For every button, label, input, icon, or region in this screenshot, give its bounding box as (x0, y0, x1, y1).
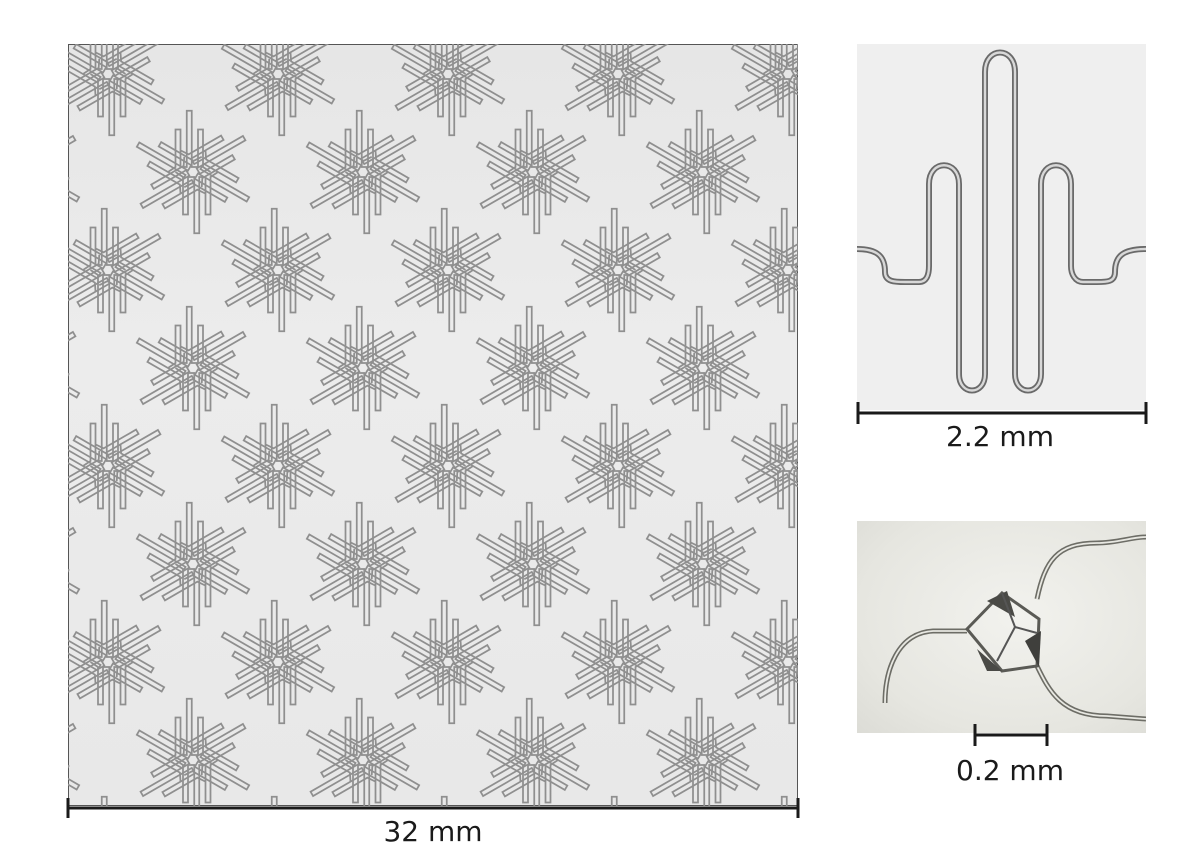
lattice-cell (68, 44, 174, 135)
lattice-pattern (68, 44, 798, 806)
meander-scale-label: 2.2 mm (946, 420, 1054, 453)
lattice-cell (722, 44, 798, 135)
junction-channel (882, 534, 1146, 722)
lattice-cell (467, 307, 598, 430)
meander-scale-bar (856, 402, 1148, 424)
lattice-cell (212, 405, 343, 528)
lattice-cell (212, 601, 343, 724)
lattice-cell (68, 307, 89, 430)
lattice-cell (68, 503, 89, 626)
lattice-cell (297, 699, 428, 806)
meander-channel (857, 49, 1146, 394)
meander-micrograph (857, 44, 1146, 410)
lattice-cell (382, 405, 513, 528)
lattice-cell (127, 503, 258, 626)
lattice-cell (127, 307, 258, 430)
lattice-cell (722, 209, 798, 332)
lattice-cell (552, 44, 683, 135)
lattice-cell (552, 601, 683, 724)
main-scale-label: 32 mm (383, 815, 483, 848)
lattice-cell (552, 405, 683, 528)
lattice-cell (637, 699, 768, 806)
lattice-cell (68, 699, 89, 806)
lattice-cell (722, 405, 798, 528)
lattice-cell (297, 307, 428, 430)
lattice-cell (212, 44, 343, 135)
lattice-cell (68, 601, 174, 724)
lattice-cell (722, 601, 798, 724)
lattice-cell (382, 601, 513, 724)
lattice-cell (127, 111, 258, 234)
lattice-cell (467, 699, 598, 806)
lattice-cell (637, 307, 768, 430)
lattice-cell (68, 209, 174, 332)
junction-scale-bar (973, 724, 1049, 746)
lattice-cell (382, 209, 513, 332)
lattice-cell (127, 699, 258, 806)
junction-micrograph (857, 521, 1146, 733)
lattice-cell (637, 503, 768, 626)
lattice-cell (297, 111, 428, 234)
lattice-micrograph (68, 44, 798, 806)
lattice-cell (552, 209, 683, 332)
lattice-cell (68, 405, 174, 528)
junction-scale-label: 0.2 mm (956, 754, 1064, 787)
lattice-cell (467, 503, 598, 626)
lattice-cell (68, 111, 89, 234)
lattice-cell (637, 111, 768, 234)
main-scale-bar (66, 798, 800, 818)
lattice-cell (297, 503, 428, 626)
lattice-cell (467, 111, 598, 234)
lattice-cell (212, 209, 343, 332)
lattice-cell (382, 44, 513, 135)
